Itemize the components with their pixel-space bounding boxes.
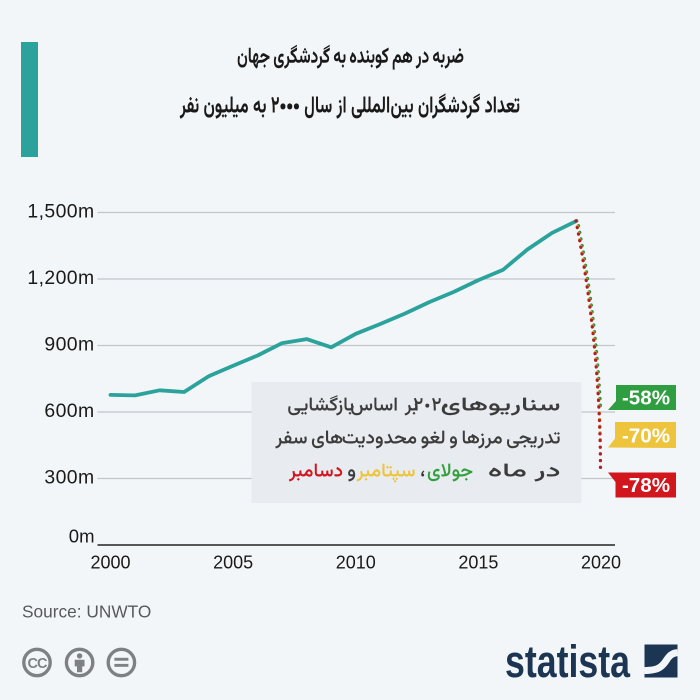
svg-text:statista: statista [505, 636, 631, 687]
svg-text:0m: 0m [69, 526, 95, 547]
svg-text:1,500m: 1,500m [27, 201, 94, 223]
svg-text:600m: 600m [44, 400, 94, 422]
svg-text:-58%: -58% [622, 387, 670, 410]
svg-text:2010: 2010 [336, 553, 376, 573]
svg-text:2020: 2020 [581, 553, 621, 573]
svg-text:-78%: -78% [622, 474, 670, 497]
svg-text:Source: UNWTO: Source: UNWTO [22, 602, 151, 622]
svg-text:900m: 900m [44, 334, 94, 356]
svg-text:2005: 2005 [213, 553, 253, 573]
svg-text:-70%: -70% [622, 425, 670, 448]
svg-text:1,200m: 1,200m [27, 267, 94, 289]
svg-text:2015: 2015 [458, 553, 498, 573]
svg-text:CC: CC [28, 656, 48, 672]
svg-text:2000: 2000 [90, 553, 130, 573]
svg-text:300m: 300m [44, 467, 94, 489]
